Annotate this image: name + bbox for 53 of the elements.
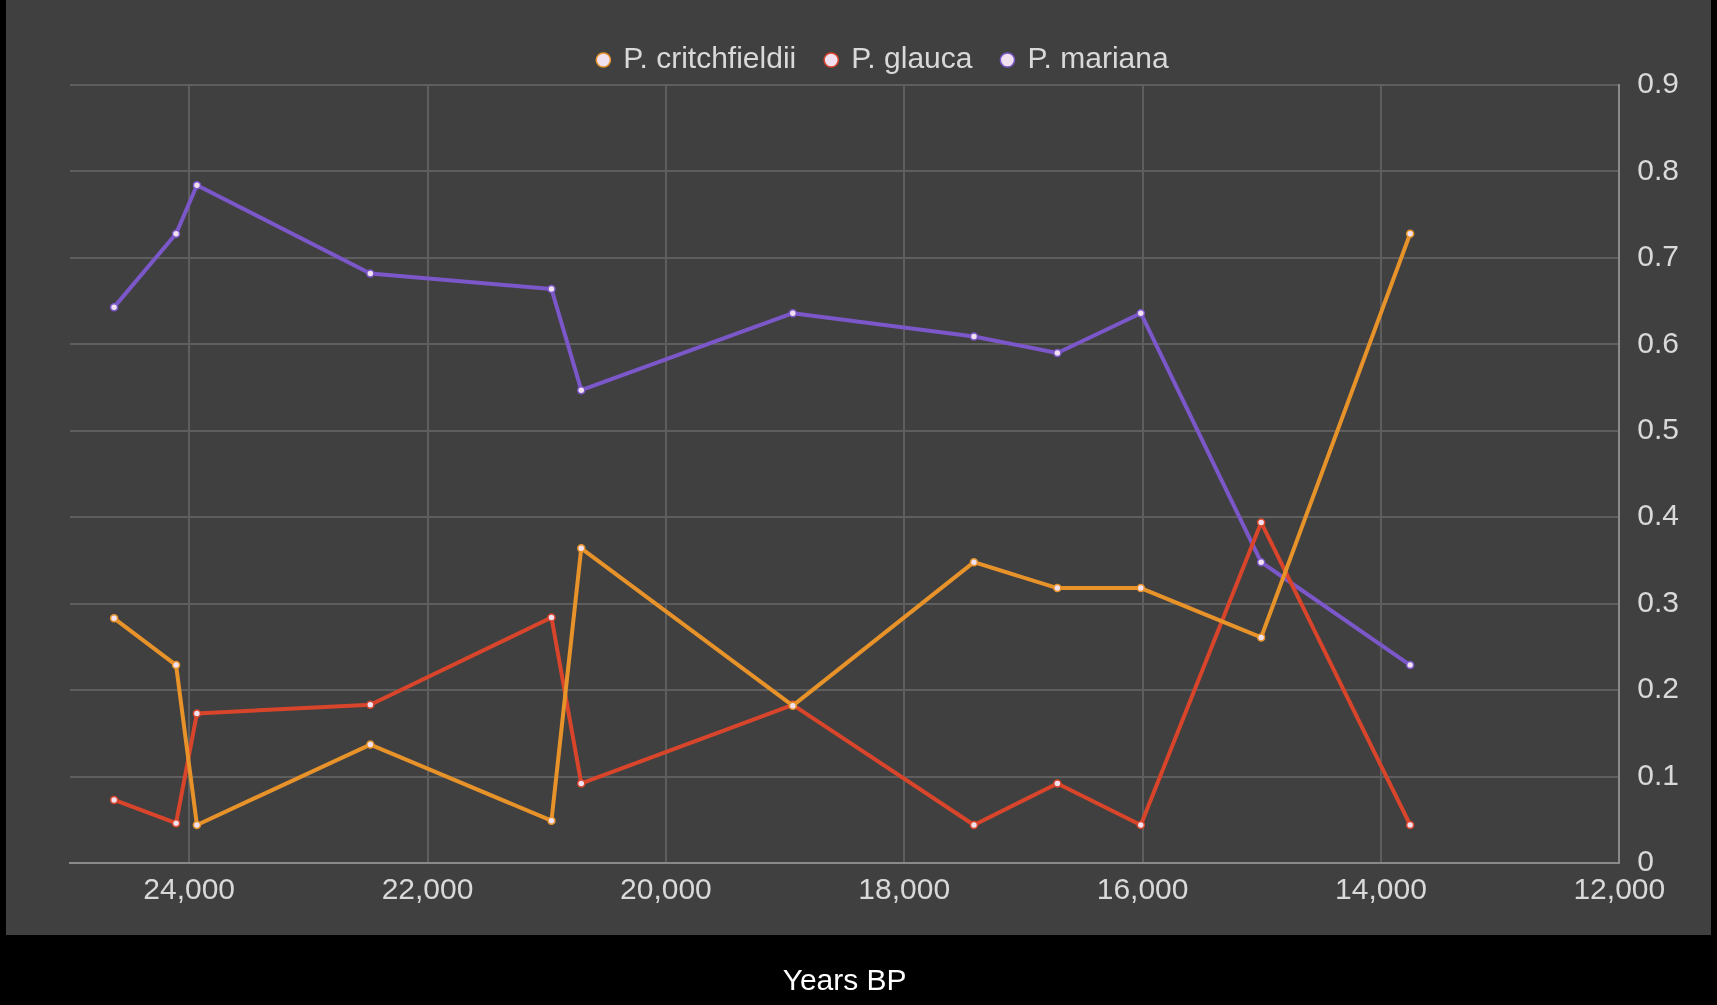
point [1405,820,1415,830]
point [1053,779,1062,788]
x-tick-label: 24,000 [143,872,236,906]
point [1053,583,1062,593]
point [366,269,375,278]
y-tick-label: 0.3 [1637,584,1680,618]
y-tick-label: 0.7 [1637,239,1680,273]
x-tick-label: 18,000 [858,872,951,906]
point [1136,820,1146,830]
point [969,557,979,567]
point [1256,518,1266,527]
x-tick-label: 16,000 [1096,872,1189,906]
point [109,614,119,623]
point [547,816,556,825]
point [547,284,556,294]
x-tick-label: 14,000 [1335,872,1427,906]
x-tick-label: 20,000 [620,872,712,906]
point [171,818,181,828]
point [1136,308,1146,318]
point [171,660,181,670]
point [192,820,202,830]
point [577,544,586,553]
y-tick-label: 0.2 [1637,671,1680,705]
point [1405,229,1415,238]
point [1136,583,1146,593]
y-tick-label: 0.1 [1637,757,1680,791]
point [577,385,586,395]
point [788,308,798,318]
y-tick-label: 0.8 [1637,152,1680,186]
point [547,613,556,622]
point [969,332,979,341]
point [1256,557,1266,567]
point [1405,660,1415,670]
y-tick-label: 0.5 [1637,412,1680,446]
legend-label: P. critchfieldii [623,41,797,75]
point [109,302,119,312]
point [969,820,979,830]
point [192,181,202,190]
point [1256,633,1266,642]
x-tick-label: 22,000 [381,872,474,906]
point [366,740,375,749]
y-tick-label: 0.9 [1637,66,1680,100]
y-tick-label: 0.6 [1637,325,1680,359]
y-tick-label: 0.4 [1637,498,1680,532]
point [366,700,375,710]
legend-label: P. glauca [851,41,973,75]
legend-label: P. mariana [1027,41,1169,75]
point [192,709,202,718]
point [109,795,119,805]
x-axis-title: Years BP [782,963,907,997]
point [1053,348,1062,358]
point [171,229,181,238]
point [577,779,586,788]
